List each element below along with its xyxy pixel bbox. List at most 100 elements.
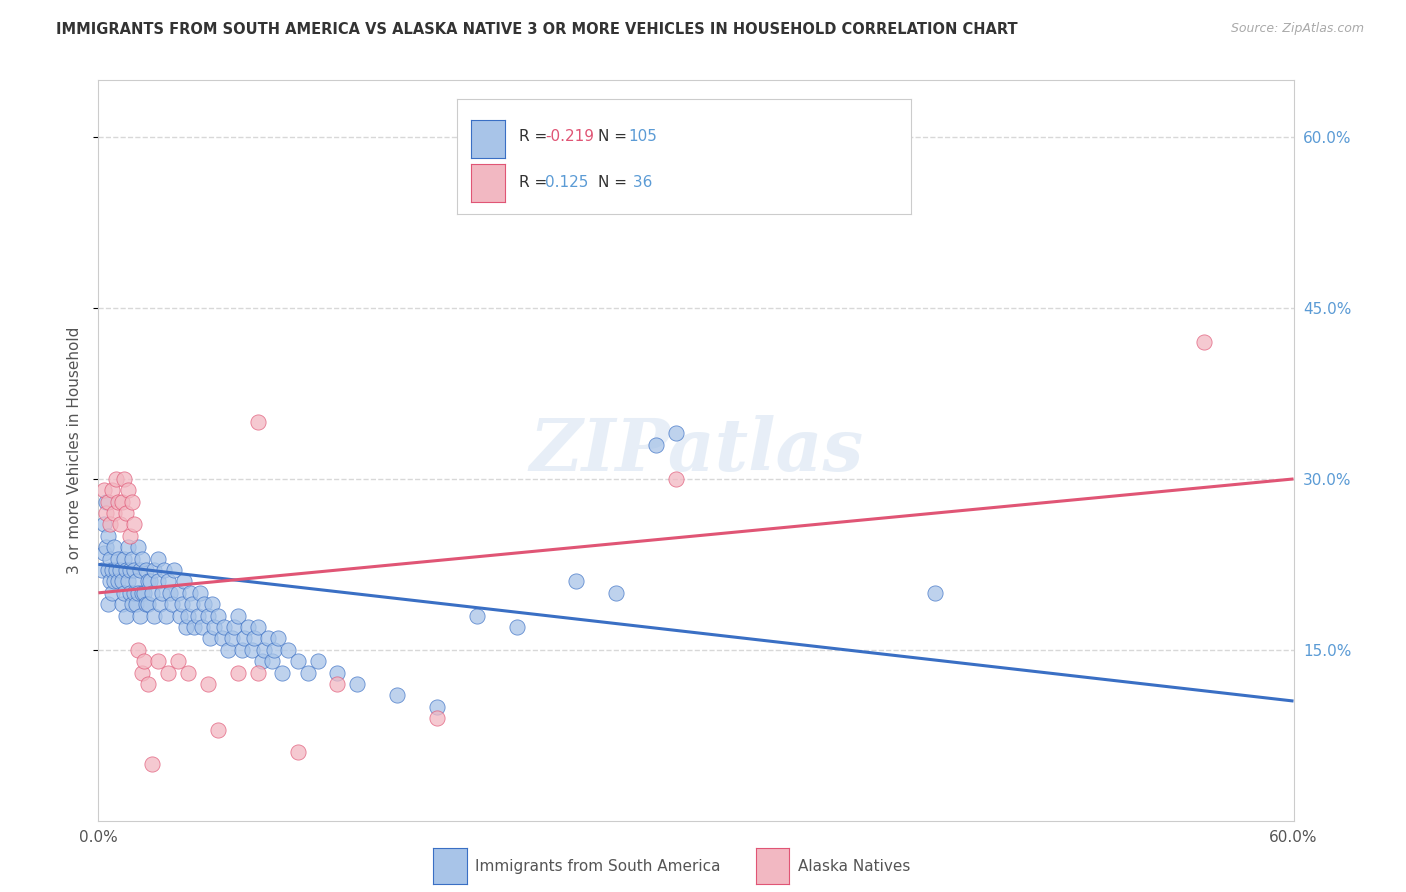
Point [101,563,124,577]
Text: 36: 36 [628,175,652,190]
Point [191,620,214,634]
Point [167,654,190,668]
Point [465,608,488,623]
Point [139,574,162,589]
Point [148,654,170,668]
Point [177,665,200,680]
Point [127,586,149,600]
Point [506,620,529,634]
Point [136,597,159,611]
Point [565,142,588,156]
Text: Source: ZipAtlas.com: Source: ZipAtlas.com [1230,22,1364,36]
Point [232,632,254,646]
Point [256,632,278,646]
Text: 105: 105 [628,129,657,144]
Point [565,574,588,589]
Point [326,677,349,691]
Point [110,563,132,577]
Point [153,563,176,577]
Point [148,551,170,566]
Point [112,551,135,566]
Point [250,654,273,668]
Point [148,574,170,589]
Point [105,563,128,577]
Point [117,483,139,498]
Point [131,586,153,600]
Point [120,563,142,577]
Text: 0.125: 0.125 [546,175,589,190]
Point [93,483,115,498]
Point [136,677,159,691]
Y-axis label: 3 or more Vehicles in Household: 3 or more Vehicles in Household [67,326,83,574]
Point [172,597,194,611]
Point [645,438,668,452]
Point [183,620,205,634]
Text: Alaska Natives: Alaska Natives [797,859,910,874]
Point [141,756,163,771]
Point [107,551,129,566]
Point [287,654,309,668]
Point [159,586,181,600]
Point [160,597,183,611]
Point [98,517,122,532]
Point [97,597,120,611]
Point [96,494,118,508]
Text: R =: R = [519,129,553,144]
Point [173,574,195,589]
Point [124,517,146,532]
Point [143,563,166,577]
Point [135,597,157,611]
Point [93,517,115,532]
Point [136,574,159,589]
Point [181,597,204,611]
Point [385,689,409,703]
Point [246,620,269,634]
Point [125,574,148,589]
Point [134,586,156,600]
Point [131,551,153,566]
Point [277,642,299,657]
Point [129,608,152,623]
Point [326,665,349,680]
Point [226,665,249,680]
Point [117,541,139,555]
Point [221,632,243,646]
Point [101,483,124,498]
Point [98,574,122,589]
Point [115,506,138,520]
Point [163,563,186,577]
Point [103,506,125,520]
Point [107,574,129,589]
Point [97,529,120,543]
Point [141,586,163,600]
Point [124,563,146,577]
Point [149,597,172,611]
Point [157,574,180,589]
Point [243,632,266,646]
Point [115,563,138,577]
Point [924,586,946,600]
Point [222,620,245,634]
Point [346,677,368,691]
Point [197,677,219,691]
Point [96,541,118,555]
Point [97,494,120,508]
Point [198,632,221,646]
Point [103,541,125,555]
Point [307,654,329,668]
Text: R =: R = [519,175,557,190]
Point [177,608,200,623]
Point [155,608,177,623]
Point [157,665,180,680]
Point [197,608,219,623]
Point [131,665,153,680]
Point [605,586,627,600]
Point [174,620,197,634]
Point [169,608,191,623]
Point [665,426,688,441]
Point [120,586,142,600]
Point [129,563,152,577]
Point [121,597,143,611]
Point [426,699,449,714]
Point [270,665,292,680]
